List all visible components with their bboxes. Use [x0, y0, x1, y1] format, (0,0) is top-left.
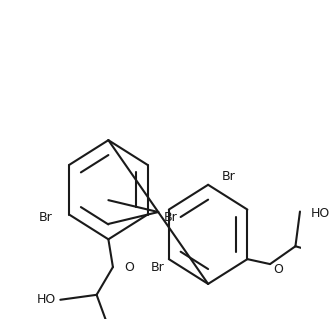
Text: Br: Br	[150, 261, 164, 274]
Text: O: O	[273, 263, 282, 276]
Text: HO: HO	[37, 293, 56, 306]
Text: HO: HO	[311, 207, 330, 220]
Text: Br: Br	[222, 170, 236, 183]
Text: Br: Br	[164, 211, 178, 224]
Text: Br: Br	[39, 211, 53, 224]
Text: O: O	[124, 260, 134, 274]
